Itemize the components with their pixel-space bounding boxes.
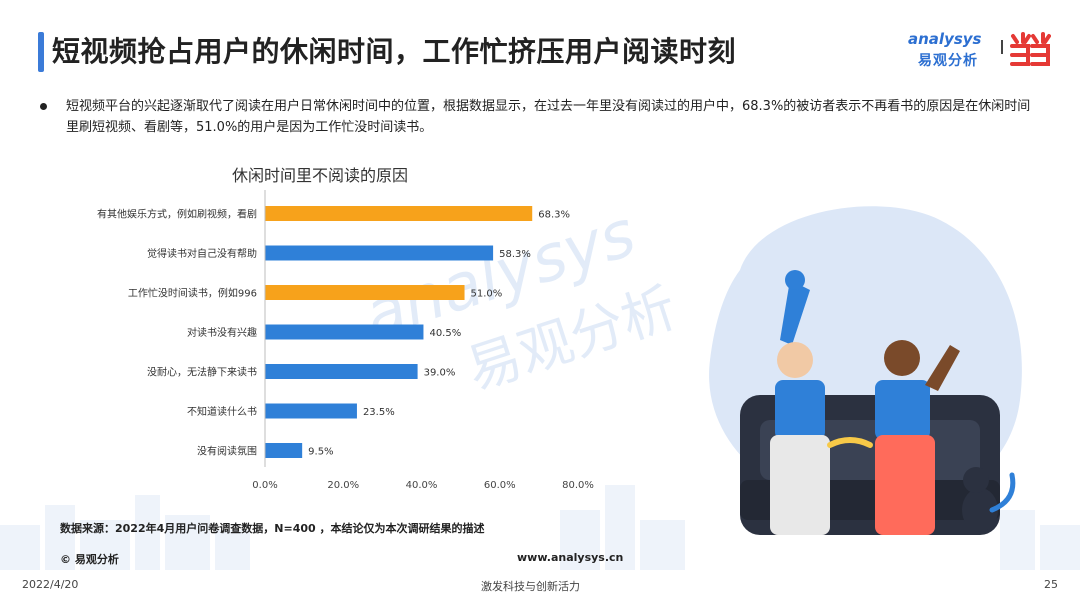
bar: [265, 443, 303, 458]
bar: [265, 403, 357, 419]
category-label: 对读书没有兴趣: [187, 326, 257, 339]
report-date: 2022/4/20: [22, 578, 79, 591]
data-label: 58.3%: [499, 249, 531, 260]
city-skyline-background: [0, 485, 1080, 570]
dangdang-logo-icon: [1010, 32, 1051, 66]
logo-divider: [1001, 40, 1003, 54]
bar: [265, 245, 494, 261]
data-label: 9.5%: [308, 447, 333, 458]
data-label: 68.3%: [538, 210, 570, 221]
category-label: 没耐心，无法静下来读书: [147, 366, 257, 379]
copyright-text: © 易观分析: [60, 553, 119, 566]
x-tick-label: 60.0%: [484, 480, 516, 491]
bar-chart: 有其他娱乐方式，例如刷视频，看剧 68.3% 觉得读书对自己没有帮助 58.3% 工作忙…: [97, 190, 594, 491]
bar: [265, 206, 533, 221]
chart-title: 休闲时间里不阅读的原因: [232, 166, 409, 185]
page-title: 短视频抢占用户的休闲时间，工作忙挤压用户阅读时刻: [52, 35, 737, 68]
logo-text-en: analysys: [908, 30, 982, 48]
couch-illustration: [709, 206, 1022, 535]
logo-text-cn: 易观分析: [918, 53, 978, 69]
analysys-logo: analysys 易观分析: [900, 28, 1000, 72]
title-accent-bar: [38, 32, 44, 72]
category-label: 觉得读书对自己没有帮助: [147, 247, 257, 260]
bar: [265, 285, 465, 300]
category-label: 有其他娱乐方式，例如刷视频，看剧: [97, 208, 257, 221]
x-tick-label: 20.0%: [327, 480, 359, 491]
bar: [265, 364, 418, 379]
bar: [265, 324, 424, 340]
data-label: 51.0%: [471, 289, 503, 300]
summary-text: 短视频平台的兴起逐渐取代了阅读在用户日常休闲时间中的位置，根据数据显示，在过去一…: [66, 99, 1031, 135]
category-label: 不知道读什么书: [187, 405, 257, 418]
category-label: 工作忙没时间读书，例如996: [128, 287, 257, 300]
x-tick-label: 40.0%: [406, 480, 438, 491]
website-link[interactable]: www.analysys.cn: [517, 551, 624, 564]
data-label: 39.0%: [424, 368, 456, 379]
x-tick-label: 0.0%: [252, 480, 277, 491]
category-label: 没有阅读氛围: [197, 445, 257, 458]
data-source-note: 数据来源：2022年4月用户问卷调查数据，N=400 ，本结论仅为本次调研结果的…: [60, 522, 485, 535]
data-label: 40.5%: [429, 328, 461, 339]
data-label: 23.5%: [363, 407, 395, 418]
x-tick-label: 80.0%: [562, 480, 594, 491]
bullet-point: [40, 103, 47, 110]
footer-slogan: 激发科技与创新活力: [481, 580, 580, 593]
page-number: 25: [1044, 578, 1058, 591]
